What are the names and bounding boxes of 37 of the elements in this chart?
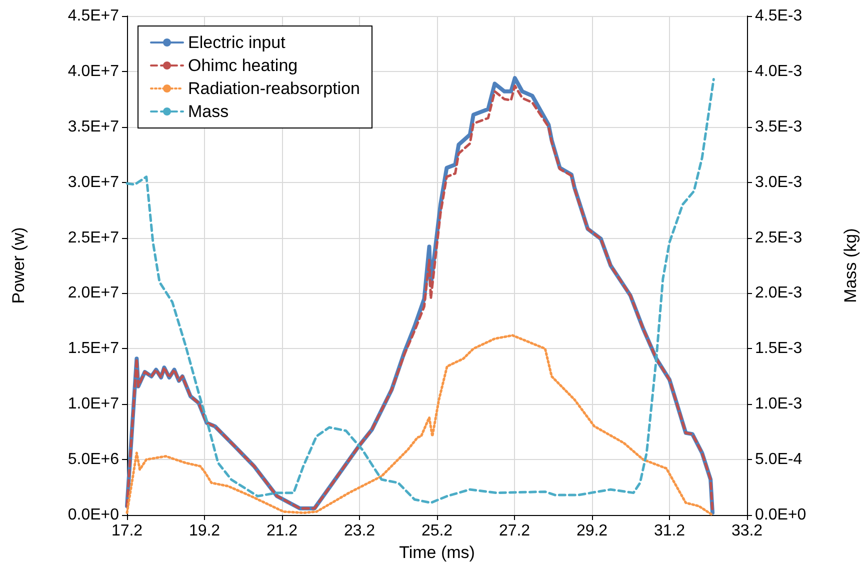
y-tick-label: 2.5E+7 [68, 229, 120, 246]
x-tick-label: 21.2 [266, 522, 298, 540]
y2-tick-label: 5.0E-4 [755, 451, 802, 468]
y-tick-label: 3.0E+7 [68, 174, 120, 191]
legend-label: Radiation-reabsorption [188, 79, 360, 98]
y-axis-title: Power (w) [9, 227, 28, 304]
y-tick-label: 3.5E+7 [68, 118, 120, 136]
x-tick-label: 19.2 [188, 522, 220, 540]
y-tick-label: 1.5E+7 [68, 340, 120, 358]
y2-tick-label: 1.0E-3 [755, 396, 802, 413]
y2-tick-label: 1.5E-3 [755, 340, 802, 358]
x-tick-label: 29.2 [576, 522, 608, 540]
y2-tick-label: 0.0E+0 [755, 506, 806, 524]
x-tick-label: 25.2 [421, 522, 453, 540]
line-series [126, 334, 714, 516]
x-tick-label: 27.2 [498, 522, 530, 540]
y-tick-label: 4.0E+7 [68, 62, 120, 80]
x-tick-label: 23.2 [344, 522, 376, 540]
legend-label: Electric input [188, 33, 286, 52]
x-axis-title: Time (ms) [399, 542, 475, 562]
legend-label: Mass [188, 102, 229, 121]
y-tick-label: 2.0E+7 [68, 284, 120, 302]
y2-axis-title: Mass (kg) [841, 228, 860, 303]
y2-tick-label: 2.0E-3 [755, 284, 802, 302]
legend-label: Ohimc heating [188, 56, 298, 75]
x-tick-label: 17.2 [111, 522, 143, 540]
y-tick-label: 4.5E+7 [68, 8, 120, 24]
y2-tick-label: 2.5E-3 [755, 229, 802, 246]
x-tick-label: 33.2 [731, 522, 763, 540]
x-tick-label: 31.2 [654, 522, 686, 540]
y-tick-label: 1.0E+7 [68, 396, 120, 413]
y2-tick-label: 4.5E-3 [755, 8, 802, 24]
y2-tick-label: 4.0E-3 [755, 62, 802, 80]
y2-tick-label: 3.0E-3 [755, 174, 802, 191]
y-tick-label: 5.0E+6 [68, 451, 120, 468]
y-tick-label: 0.0E+0 [68, 506, 120, 524]
y2-tick-label: 3.5E-3 [755, 118, 802, 136]
